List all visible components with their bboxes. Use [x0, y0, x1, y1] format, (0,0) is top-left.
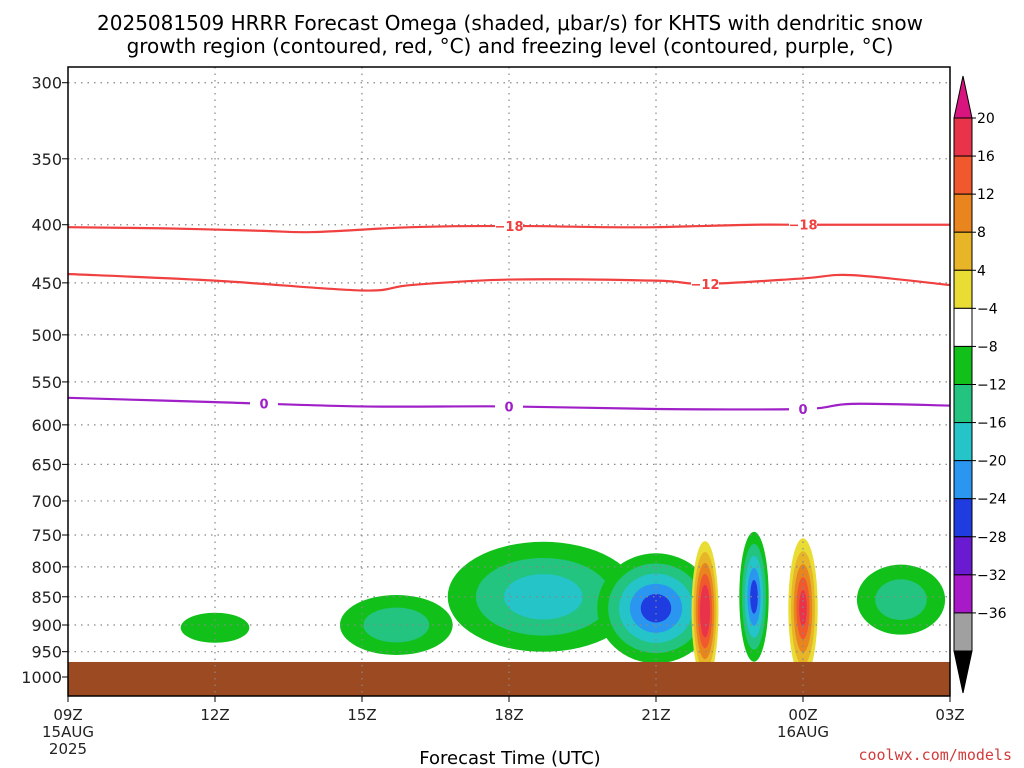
- colorbar-bottom-arrow: [953, 650, 973, 694]
- y-axis-ticks: 250 300 350 400 450 500 550 600 650 700 750 800 850 9…: [21, 0, 68, 687]
- colorbar-segment: [953, 193, 973, 233]
- dendritic-contour-label: −18: [789, 219, 818, 234]
- freezing-contour-label: 0: [504, 400, 513, 415]
- omega-cell-6-level-4: [799, 590, 807, 627]
- contour-label-bg: [691, 275, 719, 292]
- omega-shading: [180, 531, 946, 682]
- colorbar-label: 4: [977, 263, 986, 279]
- colorbar-segment: [953, 460, 973, 500]
- x-tick-label: 21Z: [641, 706, 670, 724]
- dendritic-contour-label: −12: [691, 278, 720, 293]
- colorbar-label: −28: [977, 530, 1007, 546]
- colorbar: 20 16 12 8 4 −4 −8 −12 −16 −20 −24 −28 −32 −36: [953, 75, 1007, 694]
- contour-lines: −18 −18 −12 0 0 0: [67, 216, 951, 418]
- x-tick-label: 03Z: [935, 706, 964, 724]
- colorbar-label: −16: [977, 416, 1007, 432]
- y-tick-label: 950: [31, 643, 62, 662]
- y-tick-label: 850: [31, 588, 62, 607]
- contour-label-bg: [789, 400, 817, 417]
- x-tick-year: 2025: [49, 740, 87, 758]
- colorbar-label: 20: [977, 111, 995, 127]
- colorbar-segment: [953, 384, 973, 424]
- x-tick-label: 12Z: [200, 706, 229, 724]
- dendritic-contour-label: −18: [495, 220, 524, 235]
- y-tick-label: 500: [31, 326, 62, 345]
- y-tick-label: 250: [31, 0, 62, 3]
- y-tick-label: 300: [31, 74, 62, 93]
- y-tick-label: 400: [31, 216, 62, 235]
- colorbar-label: 12: [977, 187, 995, 203]
- x-axis-label: Forecast Time (UTC): [419, 748, 600, 768]
- freezing-contour-line: [67, 396, 951, 411]
- chart-title-line1: 2025081509 HRRR Forecast Omega (shaded, …: [97, 11, 923, 35]
- credit-text: coolwx.com/models: [858, 746, 1012, 764]
- x-tick-date: 16AUG: [777, 723, 829, 741]
- colorbar-segment: [953, 498, 973, 538]
- contour-label-bg: [250, 395, 278, 412]
- dendritic-contour-line: [67, 272, 951, 292]
- y-tick-label: 650: [31, 455, 62, 474]
- colorbar-segment: [953, 231, 973, 271]
- colorbar-label: −8: [977, 339, 998, 355]
- omega-cell-1-level-1: [363, 607, 430, 643]
- plot-area: −18 −18 −12 0 0 0: [67, 66, 951, 697]
- colorbar-label: −12: [977, 378, 1007, 394]
- colorbar-segment: [953, 422, 973, 462]
- colorbar-segment: [953, 536, 973, 576]
- y-tick-label: 450: [31, 274, 62, 293]
- omega-cell-3-level-4: [640, 594, 672, 623]
- colorbar-segment: [953, 117, 973, 157]
- y-tick-label: 700: [31, 492, 62, 511]
- x-tick-label: 00Z: [788, 706, 817, 724]
- colorbar-label: −24: [977, 492, 1007, 508]
- omega-cell-0-level-0: [180, 612, 250, 643]
- contour-label-bg: [789, 216, 817, 233]
- freezing-contour-label: 0: [259, 398, 268, 413]
- x-tick-label: 18Z: [494, 706, 523, 724]
- x-tick-label: 15Z: [347, 706, 376, 724]
- colorbar-top-arrow: [953, 75, 973, 119]
- omega-cell-5-level-4: [750, 579, 758, 614]
- colorbar-segment: [953, 612, 973, 652]
- y-tick-label: 900: [31, 616, 62, 635]
- chart-title-line2: growth region (contoured, red, °C) and f…: [127, 34, 894, 58]
- colorbar-segment: [953, 574, 973, 614]
- x-tick-label: 09Z: [53, 706, 82, 724]
- omega-cell-7-level-1: [875, 579, 927, 621]
- y-tick-label: 350: [31, 150, 62, 169]
- y-tick-label: 1000: [21, 668, 62, 687]
- y-tick-label: 750: [31, 526, 62, 545]
- colorbar-segment: [953, 307, 973, 347]
- colorbar-segment: [953, 345, 973, 385]
- colorbar-label: −4: [977, 301, 998, 317]
- y-tick-label: 550: [31, 373, 62, 392]
- colorbar-label: 8: [977, 225, 986, 241]
- contour-label-bg: [495, 217, 523, 234]
- y-tick-label: 600: [31, 416, 62, 435]
- colorbar-label: −20: [977, 454, 1007, 470]
- colorbar-label: 16: [977, 149, 995, 165]
- colorbar-label: −32: [977, 568, 1007, 584]
- y-tick-label: 800: [31, 558, 62, 577]
- freezing-contour-label: 0: [798, 403, 807, 418]
- colorbar-label: −36: [977, 606, 1007, 622]
- colorbar-segment: [953, 269, 973, 309]
- omega-cell-4-level-5: [702, 595, 708, 627]
- x-tick-date: 15AUG: [42, 723, 94, 741]
- colorbar-segment: [953, 155, 973, 195]
- grid-lines: [68, 67, 950, 696]
- contour-label-bg: [495, 398, 523, 415]
